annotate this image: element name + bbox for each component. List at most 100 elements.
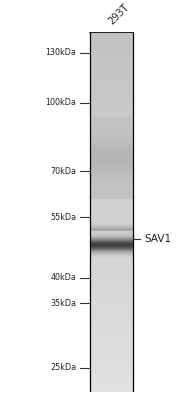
Bar bbox=[90, 158, 133, 159]
Bar bbox=[90, 260, 133, 262]
Bar bbox=[90, 241, 133, 242]
Bar bbox=[90, 71, 133, 72]
Bar bbox=[90, 246, 133, 247]
Bar bbox=[90, 164, 133, 165]
Bar bbox=[90, 120, 133, 121]
Bar bbox=[90, 201, 133, 202]
Bar bbox=[90, 228, 133, 229]
Bar bbox=[90, 234, 133, 235]
Bar bbox=[90, 372, 133, 373]
Bar bbox=[90, 234, 133, 235]
Bar bbox=[90, 76, 133, 77]
Bar bbox=[90, 221, 133, 222]
Bar bbox=[90, 169, 133, 170]
Bar bbox=[90, 64, 133, 65]
Bar bbox=[90, 37, 133, 38]
Bar bbox=[90, 209, 133, 210]
Bar bbox=[90, 215, 133, 216]
Bar bbox=[90, 364, 133, 365]
Bar bbox=[90, 356, 133, 357]
Bar bbox=[90, 240, 133, 241]
Bar bbox=[90, 34, 133, 35]
Bar bbox=[90, 335, 133, 336]
Bar bbox=[90, 144, 133, 145]
Bar bbox=[90, 86, 133, 87]
Bar bbox=[90, 256, 133, 257]
Bar bbox=[90, 370, 133, 371]
Bar bbox=[90, 385, 133, 386]
Bar bbox=[90, 140, 133, 141]
Bar bbox=[90, 232, 133, 233]
Bar bbox=[90, 349, 133, 350]
Bar bbox=[90, 387, 133, 388]
Bar bbox=[90, 138, 133, 139]
Bar bbox=[90, 79, 133, 80]
Bar bbox=[90, 267, 133, 268]
Bar bbox=[90, 178, 133, 180]
Bar bbox=[90, 237, 133, 238]
Bar bbox=[90, 184, 133, 185]
Bar bbox=[90, 239, 133, 240]
Bar bbox=[90, 219, 133, 220]
Bar bbox=[90, 166, 133, 168]
Bar bbox=[90, 118, 133, 120]
Bar bbox=[90, 347, 133, 348]
Bar bbox=[90, 222, 133, 223]
Bar bbox=[90, 131, 133, 132]
Bar bbox=[90, 35, 133, 36]
Bar bbox=[90, 105, 133, 106]
Bar bbox=[90, 146, 133, 147]
Bar bbox=[90, 207, 133, 208]
Bar bbox=[90, 286, 133, 287]
Bar bbox=[90, 360, 133, 362]
Bar bbox=[90, 134, 133, 136]
Bar bbox=[90, 252, 133, 254]
Bar bbox=[90, 152, 133, 154]
Bar bbox=[90, 263, 133, 264]
Bar bbox=[90, 130, 133, 131]
Bar bbox=[90, 177, 133, 178]
Bar bbox=[90, 227, 133, 228]
Bar bbox=[90, 231, 133, 232]
Bar bbox=[90, 41, 133, 42]
Bar bbox=[90, 220, 133, 221]
Text: 40kDa: 40kDa bbox=[50, 273, 76, 282]
Bar bbox=[90, 304, 133, 305]
Bar bbox=[90, 196, 133, 198]
Bar bbox=[90, 166, 133, 167]
Bar bbox=[90, 119, 133, 120]
Bar bbox=[90, 270, 133, 271]
Bar bbox=[90, 280, 133, 281]
Bar bbox=[90, 130, 133, 132]
Bar bbox=[90, 151, 133, 152]
Bar bbox=[90, 323, 133, 324]
Bar bbox=[90, 137, 133, 138]
Bar bbox=[90, 163, 133, 164]
Bar bbox=[90, 233, 133, 234]
Bar bbox=[90, 185, 133, 187]
Bar bbox=[90, 244, 133, 245]
Bar bbox=[90, 247, 133, 248]
Bar bbox=[90, 216, 133, 217]
Bar bbox=[90, 229, 133, 230]
Bar bbox=[90, 245, 133, 246]
Bar bbox=[90, 252, 133, 253]
Bar bbox=[90, 182, 133, 183]
Bar bbox=[90, 174, 133, 176]
Bar bbox=[90, 145, 133, 147]
Bar bbox=[90, 264, 133, 265]
Bar bbox=[90, 274, 133, 275]
Bar bbox=[90, 235, 133, 236]
Bar bbox=[90, 235, 133, 236]
Bar bbox=[90, 231, 133, 232]
Bar bbox=[90, 338, 133, 339]
Bar bbox=[90, 240, 133, 241]
Bar bbox=[90, 138, 133, 140]
Bar bbox=[90, 148, 133, 149]
Bar bbox=[90, 380, 133, 381]
Bar bbox=[90, 233, 133, 234]
Bar bbox=[90, 65, 133, 66]
Bar bbox=[90, 318, 133, 319]
Bar bbox=[90, 88, 133, 89]
Bar bbox=[90, 191, 133, 192]
